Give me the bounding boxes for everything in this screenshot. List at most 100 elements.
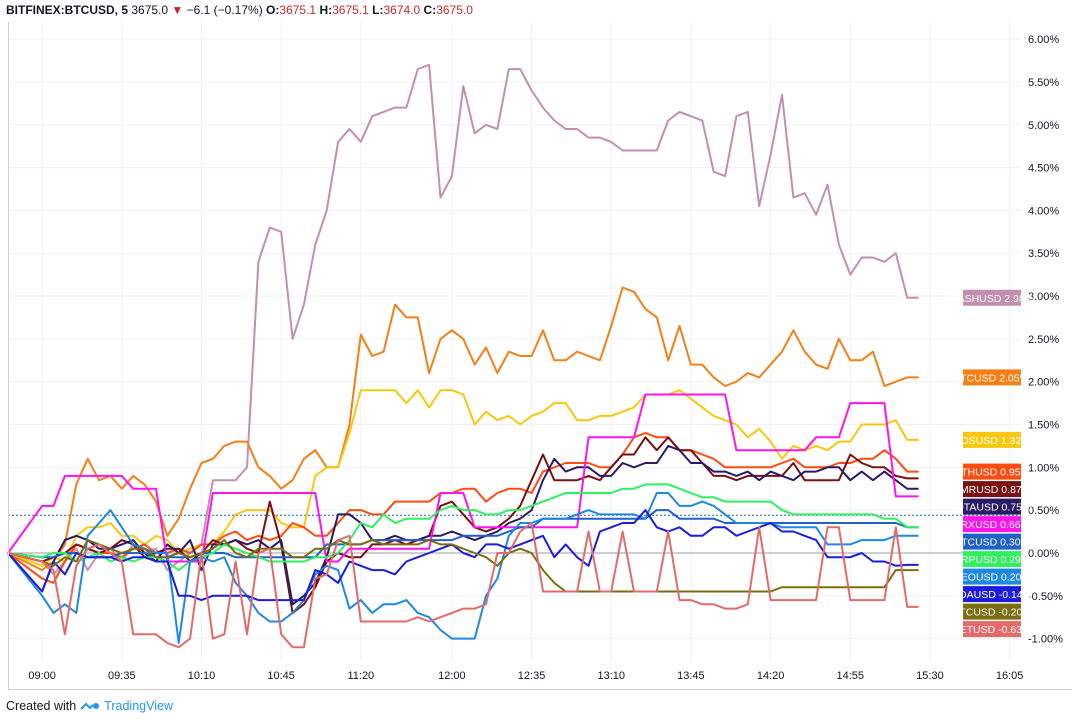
y-tick-label: 2.50% (1028, 334, 1059, 346)
badge-background (963, 289, 1021, 306)
symbol-label[interactable]: BITFINEX:BTCUSD, 5 (6, 3, 129, 17)
created-with-label: Created with (6, 699, 77, 713)
badge-background (963, 369, 1021, 386)
badge-text: ETHUSD 0.95% (954, 467, 1030, 479)
series-line-btcusd (7, 509, 919, 559)
tradingview-logo-icon[interactable] (80, 700, 100, 712)
badge-background (963, 431, 1021, 448)
series-badge-btcusd: BTCUSD 0.30% (954, 533, 1030, 550)
badge-text: XMRUSD 0.87% (953, 484, 1031, 496)
badge-background (963, 586, 1021, 603)
series-badge-trxusd: TRXUSD 0.66% (954, 516, 1030, 533)
tradingview-link[interactable]: TradingView (104, 699, 173, 713)
badge-text: BTCUSD 0.30% (954, 537, 1030, 549)
series-badge-xmrusd: XMRUSD 0.87% (953, 481, 1031, 498)
badge-background (963, 551, 1021, 568)
series-badge-dashusd: DASHUSD 2.98% (950, 289, 1034, 306)
badge-text: ADAUSD -0.14% (952, 589, 1032, 601)
y-tick-label: 6.00% (1028, 34, 1059, 46)
x-tick-label: 16:05 (996, 670, 1024, 682)
badge-text: LTCUSD 2.05% (955, 372, 1029, 384)
badge-background (963, 603, 1021, 620)
y-tick-label: 0.50% (1028, 505, 1059, 517)
x-axis: 09:00 09:35 10:10 10:45 11:20 12:00 12:35 13:10… (28, 670, 1023, 682)
badge-background (963, 516, 1021, 533)
symbol-header: BITFINEX:BTCUSD, 5 3675.0 ▼ −6.1 (−0.17%… (6, 2, 473, 18)
series-badges: DASHUSD 2.98% LTCUSD 2.05% EOSUSD 1.32% ETH… (950, 289, 1034, 638)
x-tick-label: 10:10 (188, 670, 216, 682)
x-tick-label: 13:45 (677, 670, 705, 682)
footer: Created with TradingView (6, 697, 173, 715)
badge-text: TRXUSD 0.66% (954, 519, 1030, 531)
x-tick-label: 09:00 (28, 670, 56, 682)
series-line-ethusd (7, 432, 919, 584)
high-label: H: (319, 3, 333, 17)
price-change: −6.1 (−0.17%) (186, 3, 263, 17)
x-tick-label: 14:20 (757, 670, 785, 682)
x-tick-label: 12:35 (518, 670, 546, 682)
close-label: C: (423, 3, 437, 17)
series-line-xrpusd (7, 483, 919, 572)
series-lines (7, 63, 919, 649)
badge-text: VETUSD -0.63% (953, 624, 1032, 636)
x-tick-label: 12:00 (438, 670, 466, 682)
series-badge-eosusd: EOSUSD 1.32% (953, 431, 1031, 448)
open-label: O: (266, 3, 280, 17)
badge-background (963, 481, 1021, 498)
x-tick-label: 11:20 (347, 670, 374, 682)
badge-text: IOTAUSD 0.75% (953, 502, 1032, 514)
y-tick-label: 3.00% (1028, 291, 1059, 303)
y-tick-label: -0.50% (1028, 591, 1063, 603)
open-value: 3675.1 (279, 3, 317, 17)
series-line-ltcusd (7, 286, 919, 572)
low-label: L: (372, 3, 384, 17)
series-badge-xrpusd: XRPUSD 0.29% (954, 551, 1030, 568)
series-badge-neousd: NEOUSD 0.20% (953, 568, 1031, 585)
badge-background (963, 568, 1021, 585)
x-tick-label: 13:10 (597, 670, 625, 682)
y-tick-label: 5.00% (1028, 120, 1059, 132)
y-tick-label: 2.00% (1028, 377, 1059, 389)
down-arrow-icon: ▼ (171, 3, 184, 17)
series-badge-vetusd: VETUSD -0.63% (953, 621, 1032, 638)
y-tick-label: 0.00% (1028, 548, 1059, 560)
y-axis: 6.00% 5.50% 5.00% 4.50% 4.00% 3.50% 3.00% 2.50%… (1028, 34, 1063, 645)
high-value: 3675.1 (332, 3, 369, 17)
low-value: 3674.0 (383, 3, 421, 17)
series-line-dashusd (7, 63, 919, 576)
badge-text: NEOUSD 0.20% (953, 572, 1031, 584)
series-line-trxusd (7, 393, 919, 563)
badge-background (963, 463, 1021, 480)
x-tick-label: 09:35 (108, 670, 136, 682)
y-tick-label: 4.00% (1028, 205, 1059, 217)
badge-background (963, 498, 1021, 515)
badge-background (963, 533, 1021, 550)
series-badge-adausd: ADAUSD -0.14% (952, 586, 1032, 603)
x-tick-label: 14:55 (837, 670, 865, 682)
series-line-vetusd (7, 522, 919, 649)
series-line-iotausd (7, 444, 919, 606)
y-tick-label: 1.50% (1028, 419, 1059, 431)
series-line-etcusd (7, 539, 919, 593)
series-badge-etcusd: ETCUSD -0.20% (952, 603, 1032, 620)
badge-text: ETCUSD -0.20% (952, 607, 1031, 619)
series-badge-ethusd: ETHUSD 0.95% (954, 463, 1030, 480)
badge-text: EOSUSD 1.32% (953, 435, 1030, 447)
series-line-eosusd (7, 389, 919, 567)
y-tick-label: 4.50% (1028, 163, 1059, 175)
badge-text: XRPUSD 0.29% (954, 554, 1030, 566)
close-value: 3675.0 (436, 3, 473, 17)
x-tick-label: 15:30 (916, 670, 944, 682)
y-tick-label: 1.00% (1028, 462, 1059, 474)
y-tick-label: 3.50% (1028, 248, 1059, 260)
grid (8, 22, 1021, 660)
last-price: 3675.0 (131, 3, 169, 17)
series-badge-ltcusd: LTCUSD 2.05% (955, 369, 1029, 386)
series-badge-iotausd: IOTAUSD 0.75% (953, 498, 1032, 515)
x-tick-label: 10:45 (267, 670, 295, 682)
y-tick-label: -1.00% (1028, 634, 1063, 646)
y-tick-label: 5.50% (1028, 77, 1059, 89)
series-line-adausd (7, 509, 919, 602)
badge-background (963, 621, 1021, 638)
badge-text: DASHUSD 2.98% (950, 293, 1034, 305)
